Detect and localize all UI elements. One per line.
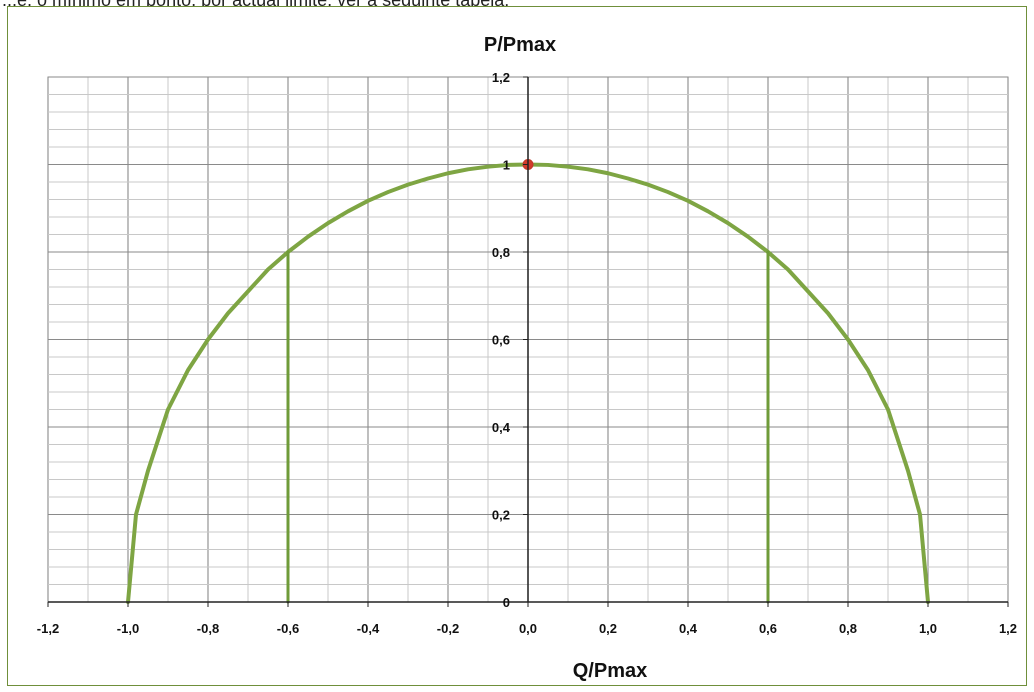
x-tick-label: -1,0 [117,621,139,636]
x-tick-label: 0,2 [599,621,617,636]
chart-title: P/Pmax [484,34,556,56]
x-tick-label: 1,2 [999,621,1017,636]
x-tick-label: -0,8 [197,621,219,636]
x-axis-title: Q/Pmax [573,660,647,682]
x-tick-label: -0,4 [357,621,380,636]
y-tick-label: 0,6 [492,333,510,348]
chart-svg: -1,2 -1,0 -0,8 -0,6 -0,4 -0,2 0,0 0,2 0,4 0,6 0,8 1… [37,34,1017,682]
chart-frame: -1,2 -1,0 -0,8 -0,6 -0,4 -0,2 0,0 0,2 0,4 0,6 0,8 1… [7,6,1027,686]
y-tick-label: 0,2 [492,508,510,523]
y-tick-label: 0 [503,595,510,610]
x-tick-label: -1,2 [37,621,59,636]
x-tick-label: -0,6 [277,621,299,636]
x-tick-label: 0,8 [839,621,857,636]
y-tick-label: 0,8 [492,245,510,260]
x-tick-label: 1,0 [919,621,937,636]
y-tick-label: 0,4 [492,420,511,435]
x-tick-label: -0,2 [437,621,459,636]
x-tick-label: 0,6 [759,621,777,636]
preceding-text-line: ...e, o mínimo em ponto, por actual limi… [2,0,1032,8]
y-tick-label: 1,2 [492,70,510,85]
tick-group: -1,2 -1,0 -0,8 -0,6 -0,4 -0,2 0,0 0,2 0,4 0,6 0,8 1… [37,70,1017,636]
x-tick-label: 0,4 [679,621,698,636]
y-tick-label: 1 [503,158,510,173]
x-tick-label: 0,0 [519,621,537,636]
